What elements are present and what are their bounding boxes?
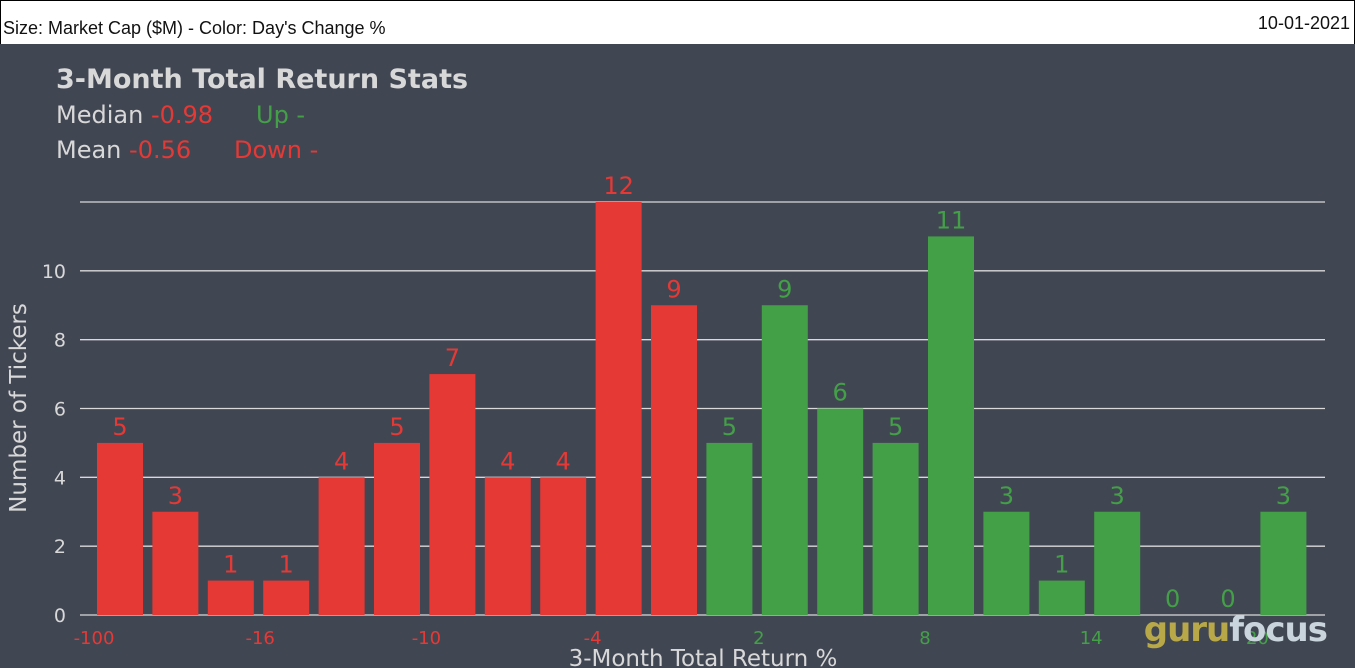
x-tick-label: 2 xyxy=(753,628,764,649)
bar xyxy=(318,477,365,615)
median-label: Median xyxy=(56,101,144,129)
bar xyxy=(651,305,697,615)
bar xyxy=(983,511,1030,615)
y-tick-label: 0 xyxy=(54,605,66,627)
bar xyxy=(928,236,974,615)
bar-value-label: 11 xyxy=(936,206,967,234)
median-value: -0.98 xyxy=(150,101,214,129)
x-tick-label: 14 xyxy=(1080,628,1103,649)
median-row: Median -0.98 xyxy=(56,101,213,129)
bar-value-label: 9 xyxy=(777,275,792,303)
mean-row: Mean -0.56 xyxy=(56,136,191,164)
x-tick-label: -100 xyxy=(74,628,115,649)
bar-value-label: 12 xyxy=(603,172,634,200)
y-tick-label: 8 xyxy=(54,330,66,352)
up-label: Up - xyxy=(256,101,306,129)
bar-value-label: 7 xyxy=(445,344,460,372)
bar-value-label: 3 xyxy=(1110,482,1125,510)
x-tick-label: -10 xyxy=(412,628,441,649)
bar-value-label: 3 xyxy=(999,482,1014,510)
date-label: 10-01-2021 xyxy=(1257,13,1350,33)
bar-value-label: 5 xyxy=(389,413,404,441)
bar xyxy=(374,442,420,615)
y-tick-label: 4 xyxy=(54,467,66,489)
mean-label: Mean xyxy=(56,136,122,164)
bar xyxy=(263,580,310,615)
up-row: Up - xyxy=(256,101,305,129)
size-color-caption: Size: Market Cap ($M) - Color: Day's Cha… xyxy=(3,18,386,38)
bar-value-label: 5 xyxy=(888,413,903,441)
x-tick-label: -16 xyxy=(245,628,274,649)
bar xyxy=(207,580,254,615)
bar-value-label: 6 xyxy=(833,379,848,407)
bar xyxy=(540,477,587,615)
bar-value-label: 9 xyxy=(666,275,681,303)
bar-value-label: 4 xyxy=(556,447,571,475)
bar xyxy=(1260,511,1307,615)
bar-value-label: 5 xyxy=(722,413,737,441)
gurufocus-logo: gurufocus xyxy=(1143,610,1328,650)
x-tick-label: -4 xyxy=(584,628,602,649)
bar xyxy=(97,442,143,615)
y-tick-label: 10 xyxy=(42,261,66,283)
bar-value-label: 3 xyxy=(168,482,183,510)
down-row: Down - xyxy=(234,136,318,164)
stats-title: 3-Month Total Return Stats xyxy=(56,64,469,95)
x-tick-label: 8 xyxy=(919,628,930,649)
header-bar: Size: Market Cap ($M) - Color: Day's Cha… xyxy=(0,0,1355,44)
bar xyxy=(1094,511,1141,615)
bar xyxy=(872,442,919,615)
bar xyxy=(706,442,753,615)
bar-value-label: 5 xyxy=(112,413,127,441)
bar-value-label: 4 xyxy=(334,447,349,475)
bar-value-label: 0 xyxy=(1220,585,1235,613)
x-tick-label: 20 xyxy=(1246,628,1269,649)
y-tick-label: 6 xyxy=(54,399,66,421)
bar-value-label: 1 xyxy=(1054,551,1069,579)
bar-value-label: 0 xyxy=(1165,585,1180,613)
down-label: Down - xyxy=(234,136,319,164)
bar xyxy=(152,511,199,615)
y-axis-title: Number of Tickers xyxy=(6,303,32,513)
bar xyxy=(761,305,808,615)
bar-value-label: 4 xyxy=(500,447,515,475)
bar-value-label: 3 xyxy=(1276,482,1291,510)
bar xyxy=(429,374,476,615)
bar xyxy=(1038,580,1085,615)
bar xyxy=(595,202,642,615)
x-axis-title: 3-Month Total Return % xyxy=(569,646,838,668)
bar-value-label: 1 xyxy=(279,551,294,579)
bar-value-label: 1 xyxy=(223,551,238,579)
bar xyxy=(817,408,864,615)
bar xyxy=(484,477,531,615)
mean-value: -0.56 xyxy=(129,136,192,164)
y-tick-label: 2 xyxy=(54,536,66,558)
